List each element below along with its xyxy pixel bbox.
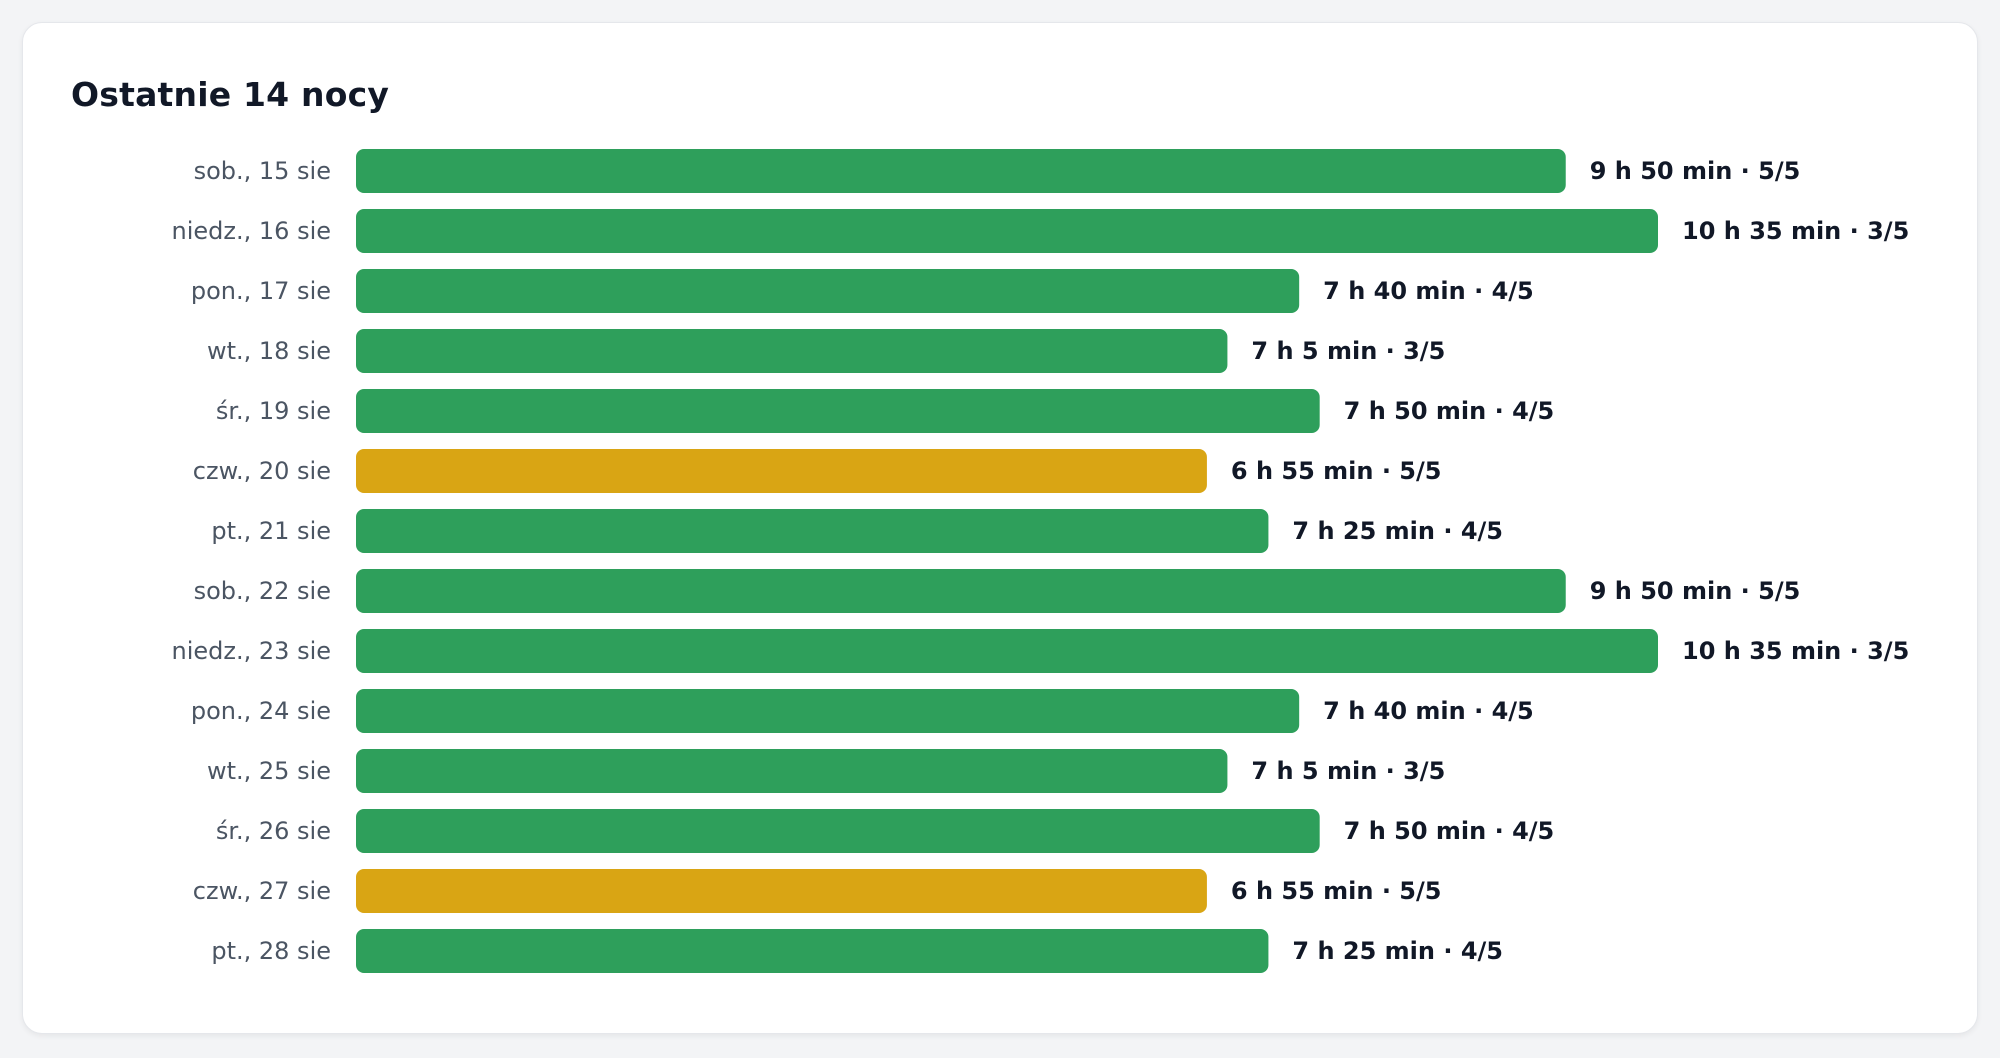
row-date-label: niedz., 23 sie (172, 637, 331, 665)
sleep-bar (356, 329, 1228, 373)
bar-value-label: 9 h 50 min · 5/5 (1590, 577, 1801, 605)
sleep-bar-chart: sob., 15 sie 9 h 50 min · 5/5 niedz., 16 s… (172, 149, 1909, 973)
card-title: Ostatnie 14 nocy (71, 75, 390, 114)
row-date-label: pon., 17 sie (191, 277, 331, 305)
sleep-bar (356, 449, 1207, 493)
sleep-bar (356, 389, 1320, 433)
row-date-label: niedz., 16 sie (172, 217, 331, 245)
bar-value-label: 7 h 5 min · 3/5 (1251, 757, 1445, 785)
bar-value-label: 7 h 25 min · 4/5 (1292, 937, 1503, 965)
bar-value-label: 7 h 25 min · 4/5 (1292, 517, 1503, 545)
bar-value-label: 6 h 55 min · 5/5 (1231, 457, 1442, 485)
row-date-label: sob., 22 sie (194, 577, 331, 605)
sleep-bar (356, 689, 1300, 733)
bar-value-label: 7 h 40 min · 4/5 (1323, 277, 1534, 305)
bar-value-label: 6 h 55 min · 5/5 (1231, 877, 1442, 905)
row-date-label: wt., 18 sie (207, 337, 331, 365)
sleep-bar (356, 509, 1269, 553)
sleep-bar (356, 269, 1300, 313)
row-date-label: pt., 21 sie (211, 517, 331, 545)
row-date-label: czw., 20 sie (193, 457, 331, 485)
sleep-bar (356, 149, 1566, 193)
row-date-label: śr., 26 sie (216, 817, 331, 845)
sleep-history-card: Ostatnie 14 nocy sob., 15 sie 9 h 50 min … (22, 22, 1978, 1034)
sleep-bar (356, 749, 1228, 793)
row-date-label: pt., 28 sie (211, 937, 331, 965)
row-date-label: wt., 25 sie (207, 757, 331, 785)
sleep-bar (356, 569, 1566, 613)
bar-value-label: 10 h 35 min · 3/5 (1682, 637, 1909, 665)
row-date-label: sob., 15 sie (194, 157, 331, 185)
bar-value-label: 7 h 50 min · 4/5 (1344, 397, 1555, 425)
sleep-bar (356, 209, 1658, 253)
bar-value-label: 10 h 35 min · 3/5 (1682, 217, 1909, 245)
sleep-bar (356, 929, 1269, 973)
sleep-bar (356, 809, 1320, 853)
row-date-label: czw., 27 sie (193, 877, 331, 905)
bar-value-label: 7 h 50 min · 4/5 (1344, 817, 1555, 845)
sleep-bar (356, 629, 1658, 673)
sleep-bar (356, 869, 1207, 913)
row-date-label: pon., 24 sie (191, 697, 331, 725)
row-date-label: śr., 19 sie (216, 397, 331, 425)
bar-value-label: 7 h 40 min · 4/5 (1323, 697, 1534, 725)
bar-value-label: 7 h 5 min · 3/5 (1251, 337, 1445, 365)
bar-value-label: 9 h 50 min · 5/5 (1590, 157, 1801, 185)
